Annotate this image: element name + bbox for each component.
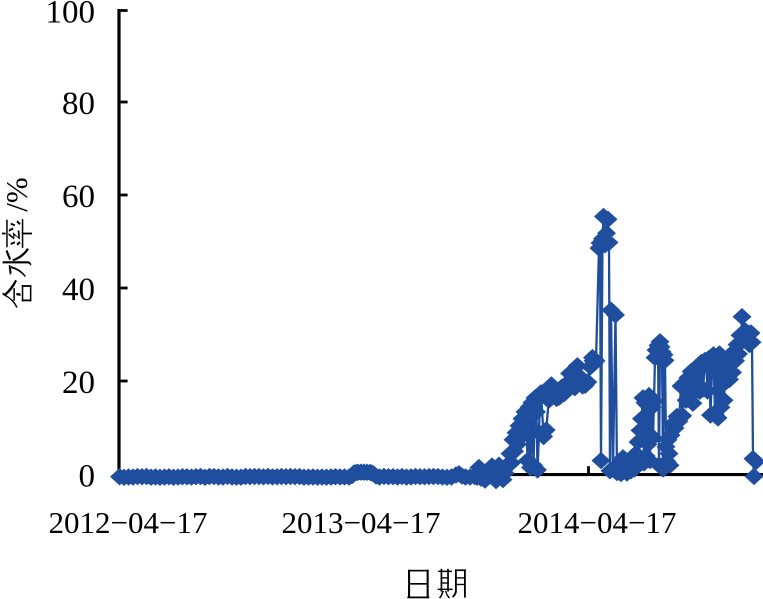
svg-text:0: 0 bbox=[79, 459, 96, 495]
svg-text:80: 80 bbox=[62, 86, 95, 122]
svg-text:2014−04−17: 2014−04−17 bbox=[518, 505, 677, 540]
svg-text:2012−04−17: 2012−04−17 bbox=[49, 505, 208, 540]
svg-text:/%: /% bbox=[0, 177, 34, 211]
svg-text:2013−04−17: 2013−04−17 bbox=[282, 505, 441, 540]
svg-text:40: 40 bbox=[62, 272, 95, 308]
svg-text:100: 100 bbox=[46, 0, 96, 31]
svg-text:60: 60 bbox=[62, 179, 95, 215]
svg-text:20: 20 bbox=[62, 365, 95, 401]
